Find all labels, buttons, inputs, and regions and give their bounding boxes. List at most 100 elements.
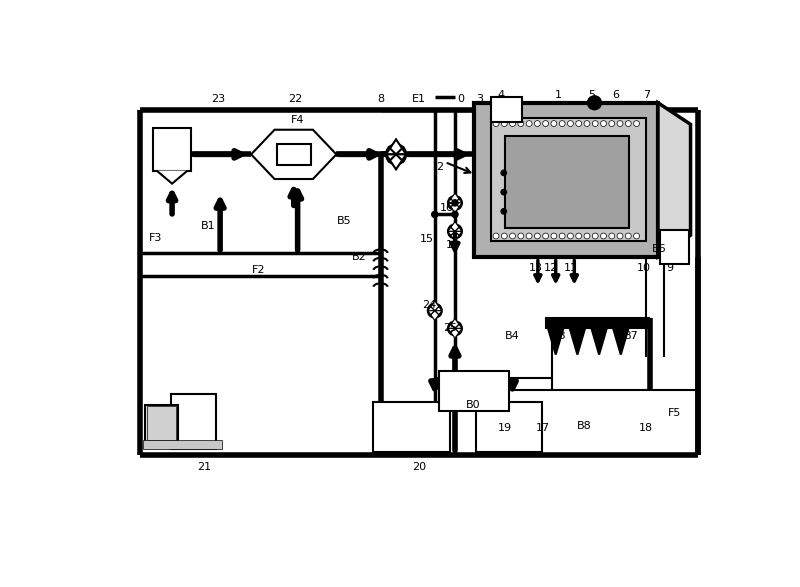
Circle shape bbox=[617, 233, 623, 239]
Bar bbox=[505, 136, 629, 228]
Circle shape bbox=[534, 233, 540, 239]
Text: 8: 8 bbox=[377, 94, 384, 104]
Circle shape bbox=[567, 121, 574, 126]
Polygon shape bbox=[157, 171, 187, 184]
Text: 25: 25 bbox=[443, 323, 458, 333]
Circle shape bbox=[626, 121, 631, 126]
Circle shape bbox=[502, 121, 507, 126]
Text: 6: 6 bbox=[612, 90, 619, 100]
Text: 1: 1 bbox=[555, 90, 562, 100]
Polygon shape bbox=[251, 130, 336, 179]
Bar bbox=[146, 406, 176, 440]
Circle shape bbox=[559, 121, 565, 126]
Text: B5: B5 bbox=[337, 215, 351, 225]
Circle shape bbox=[567, 233, 574, 239]
Text: 7: 7 bbox=[643, 90, 650, 100]
Circle shape bbox=[501, 190, 506, 195]
Text: 14: 14 bbox=[446, 240, 460, 250]
Circle shape bbox=[448, 322, 462, 335]
Circle shape bbox=[551, 233, 557, 239]
Circle shape bbox=[502, 233, 507, 239]
Circle shape bbox=[432, 211, 438, 218]
Polygon shape bbox=[658, 103, 690, 257]
Circle shape bbox=[452, 211, 458, 218]
Circle shape bbox=[559, 233, 565, 239]
Bar bbox=[439, 371, 510, 411]
Circle shape bbox=[386, 144, 406, 164]
Circle shape bbox=[501, 170, 506, 176]
Circle shape bbox=[576, 121, 582, 126]
Text: 16: 16 bbox=[440, 203, 454, 213]
Text: 13: 13 bbox=[529, 264, 542, 274]
Circle shape bbox=[601, 233, 606, 239]
Text: B1: B1 bbox=[201, 221, 216, 231]
Polygon shape bbox=[569, 325, 586, 355]
Bar bbox=[145, 404, 178, 441]
Text: B7: B7 bbox=[623, 331, 638, 341]
Polygon shape bbox=[386, 139, 406, 154]
Circle shape bbox=[617, 121, 623, 126]
Text: B3: B3 bbox=[551, 331, 566, 341]
Circle shape bbox=[493, 233, 499, 239]
Polygon shape bbox=[448, 193, 462, 203]
Polygon shape bbox=[448, 222, 462, 231]
Text: 10: 10 bbox=[637, 264, 651, 274]
Circle shape bbox=[587, 96, 602, 110]
Circle shape bbox=[493, 121, 499, 126]
Circle shape bbox=[592, 233, 598, 239]
Polygon shape bbox=[547, 325, 564, 355]
Circle shape bbox=[428, 303, 442, 318]
Circle shape bbox=[501, 208, 506, 214]
Circle shape bbox=[609, 121, 614, 126]
Polygon shape bbox=[386, 154, 406, 170]
Text: 20: 20 bbox=[412, 462, 426, 472]
Circle shape bbox=[592, 121, 598, 126]
Circle shape bbox=[526, 121, 532, 126]
Bar bbox=[171, 394, 216, 449]
Text: 21: 21 bbox=[198, 462, 212, 472]
Polygon shape bbox=[590, 325, 608, 355]
Bar bbox=[142, 440, 222, 449]
Text: F4: F4 bbox=[291, 116, 304, 126]
Text: 15: 15 bbox=[420, 234, 434, 244]
Text: 18: 18 bbox=[639, 423, 654, 433]
Polygon shape bbox=[612, 325, 630, 355]
Text: 0: 0 bbox=[457, 94, 464, 104]
Text: 17: 17 bbox=[536, 423, 550, 433]
Text: 4: 4 bbox=[498, 90, 505, 100]
Circle shape bbox=[584, 233, 590, 239]
Bar bbox=[491, 118, 646, 241]
Circle shape bbox=[542, 233, 549, 239]
Text: 19: 19 bbox=[498, 423, 512, 433]
Text: 9: 9 bbox=[666, 264, 673, 274]
Circle shape bbox=[542, 121, 549, 126]
Polygon shape bbox=[448, 231, 462, 241]
Bar bbox=[476, 402, 542, 451]
Text: 23: 23 bbox=[210, 94, 225, 104]
Bar bbox=[277, 144, 310, 165]
Circle shape bbox=[510, 233, 515, 239]
Text: 2: 2 bbox=[436, 161, 443, 171]
Bar bbox=[491, 97, 522, 122]
Text: 5: 5 bbox=[589, 90, 596, 100]
Circle shape bbox=[448, 224, 462, 238]
Polygon shape bbox=[448, 319, 462, 328]
Text: B0: B0 bbox=[466, 400, 481, 410]
Polygon shape bbox=[428, 311, 442, 321]
Text: F2: F2 bbox=[252, 265, 266, 275]
Circle shape bbox=[626, 233, 631, 239]
Bar bbox=[373, 402, 450, 451]
Text: B4: B4 bbox=[505, 331, 520, 341]
Bar bbox=[659, 230, 689, 265]
Circle shape bbox=[584, 121, 590, 126]
Text: 3: 3 bbox=[476, 94, 483, 104]
Bar bbox=[474, 103, 658, 257]
Text: B8: B8 bbox=[577, 421, 592, 431]
Circle shape bbox=[518, 121, 524, 126]
Circle shape bbox=[448, 196, 462, 210]
Circle shape bbox=[510, 121, 515, 126]
Bar bbox=[153, 128, 191, 171]
Circle shape bbox=[576, 233, 582, 239]
Circle shape bbox=[551, 121, 557, 126]
Circle shape bbox=[452, 200, 458, 206]
